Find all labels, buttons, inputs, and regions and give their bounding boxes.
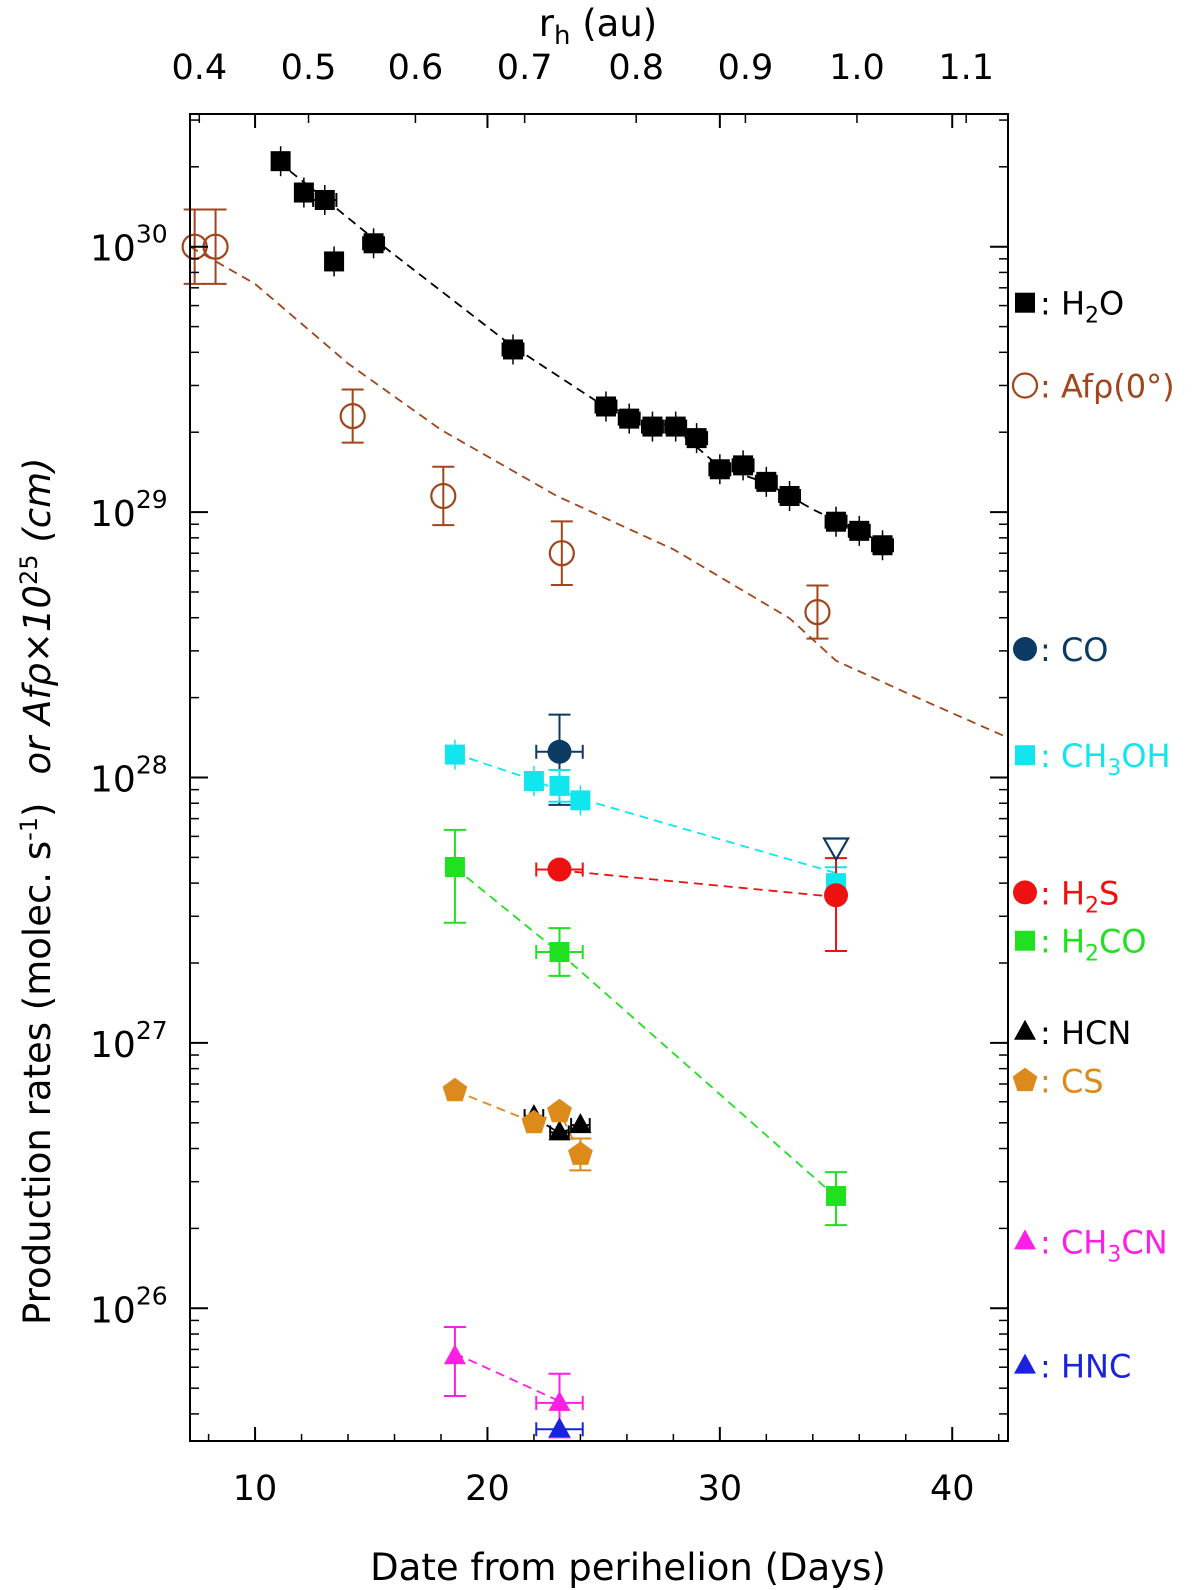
top-axis-title: rh (au) (539, 2, 657, 51)
cs-point (442, 1077, 468, 1102)
tick-labels: 10 20 30 40 0.4 0.5 0.6 0.7 0.8 0.9 1.0 1.1 1026 1027… (90, 48, 994, 1509)
h2o-legend-label: : H2O (1040, 285, 1124, 329)
h2o-point (619, 408, 640, 429)
h2o-point (293, 182, 314, 203)
h2o-point (872, 535, 893, 556)
h2o-point (826, 511, 847, 532)
h2s-legend-label: : H2S (1040, 874, 1119, 918)
y-tick-label: 1029 (90, 485, 168, 535)
plot-background (190, 114, 1008, 1441)
af-0-trend-line (190, 245, 1008, 739)
h2o-point (756, 471, 777, 492)
hcn-point (569, 1113, 592, 1134)
h2o-point (686, 428, 707, 449)
h2o-point (709, 459, 730, 480)
plot-area (190, 114, 1008, 1441)
ch3oh-point (523, 771, 544, 792)
top-tick-label: 0.5 (281, 48, 337, 88)
af-0-point (430, 482, 457, 510)
x-tick-label: 30 (698, 1469, 743, 1509)
ch3cn-point (443, 1344, 466, 1365)
ch3oh-point (570, 790, 591, 811)
af-0-point (548, 540, 575, 567)
cs-point (521, 1109, 547, 1134)
x-tick-label: 10 (233, 1469, 278, 1509)
y-tick-label: 1028 (90, 751, 168, 801)
hcn-point (548, 1120, 571, 1141)
hnc-point (548, 1417, 571, 1438)
ch3cn-trend-line (454, 1352, 560, 1403)
ch3oh-point (444, 744, 465, 765)
h2o-point (733, 455, 754, 476)
ch3cn-point (548, 1390, 571, 1411)
cs-point (547, 1098, 572, 1123)
hcn-legend-marker (1014, 1019, 1036, 1040)
hnc-legend-marker (1014, 1353, 1036, 1374)
h2co-legend-label: : H2CO (1040, 923, 1147, 967)
upper-limit-marker (822, 837, 850, 862)
h2o-point (363, 233, 384, 254)
x-tick-label: 40 (930, 1469, 975, 1509)
h2co-trend-line (454, 867, 837, 1198)
top-tick-label: 0.4 (171, 48, 227, 88)
co-legend-label: : CO (1040, 631, 1108, 669)
ch3oh-legend-marker (1015, 745, 1035, 766)
h2s-legend-marker (1013, 880, 1037, 905)
h2o-point (779, 485, 800, 506)
h2o-point (849, 520, 870, 541)
top-tick-label: 1.1 (938, 48, 994, 88)
h2s-point (824, 883, 849, 908)
y-tick-label: 1030 (90, 220, 168, 270)
axis-ticks (190, 114, 1008, 1441)
h2o-point (324, 251, 345, 272)
cs-trend-line (454, 1089, 582, 1155)
h2s-trend-line (559, 869, 837, 898)
x-tick-label: 20 (465, 1469, 510, 1509)
h2s-point (547, 857, 572, 882)
y-tick-label: 1027 (90, 1016, 168, 1066)
hnc-legend-label: : HNC (1040, 1348, 1131, 1386)
top-tick-label: 0.8 (608, 48, 664, 88)
ch3cn-legend-marker (1014, 1229, 1036, 1250)
cs-legend-label: : CS (1040, 1063, 1104, 1101)
cs-legend-marker (1012, 1067, 1038, 1092)
h2o-point (642, 416, 663, 437)
cs-point (568, 1141, 593, 1165)
h2co-point (549, 942, 570, 963)
co-legend-marker (1013, 637, 1037, 662)
h2o-point (665, 416, 686, 437)
h2o-point (503, 339, 524, 360)
x-axis-title: Date from perihelion (Days) (370, 1546, 886, 1589)
top-tick-label: 0.7 (497, 48, 553, 88)
top-tick-label: 1.0 (829, 48, 885, 88)
h2o-point (314, 189, 335, 210)
ch3oh-legend-label: : CH3OH (1040, 737, 1171, 781)
hcn-legend-label: : HCN (1040, 1014, 1131, 1052)
af-0-point (804, 598, 831, 626)
h2o-point (270, 151, 291, 172)
h2o-legend-marker (1015, 292, 1035, 313)
h2co-point (444, 857, 465, 878)
legend: : H2O : Afρ(0°) : CO : CH3OH : H2S : H2CO : HC… (1011, 285, 1175, 1386)
co-point (547, 739, 572, 764)
af-0-legend-label: : Afρ(0°) (1040, 368, 1175, 406)
top-tick-label: 0.9 (718, 48, 774, 88)
ch3cn-legend-label: : CH3CN (1040, 1223, 1168, 1267)
y-tick-label: 1026 (90, 1281, 168, 1331)
af-0-legend-marker (1011, 372, 1039, 399)
data-markers (181, 151, 893, 1438)
af-0-point (339, 402, 366, 430)
ch3oh-point (549, 775, 570, 796)
y-axis-title: Production rates (molec. s-1)or Afρ×1025… (15, 457, 59, 1325)
top-tick-label: 0.6 (388, 48, 444, 88)
h2o-point (595, 396, 616, 417)
h2co-legend-marker (1015, 930, 1035, 951)
h2co-point (826, 1185, 847, 1206)
